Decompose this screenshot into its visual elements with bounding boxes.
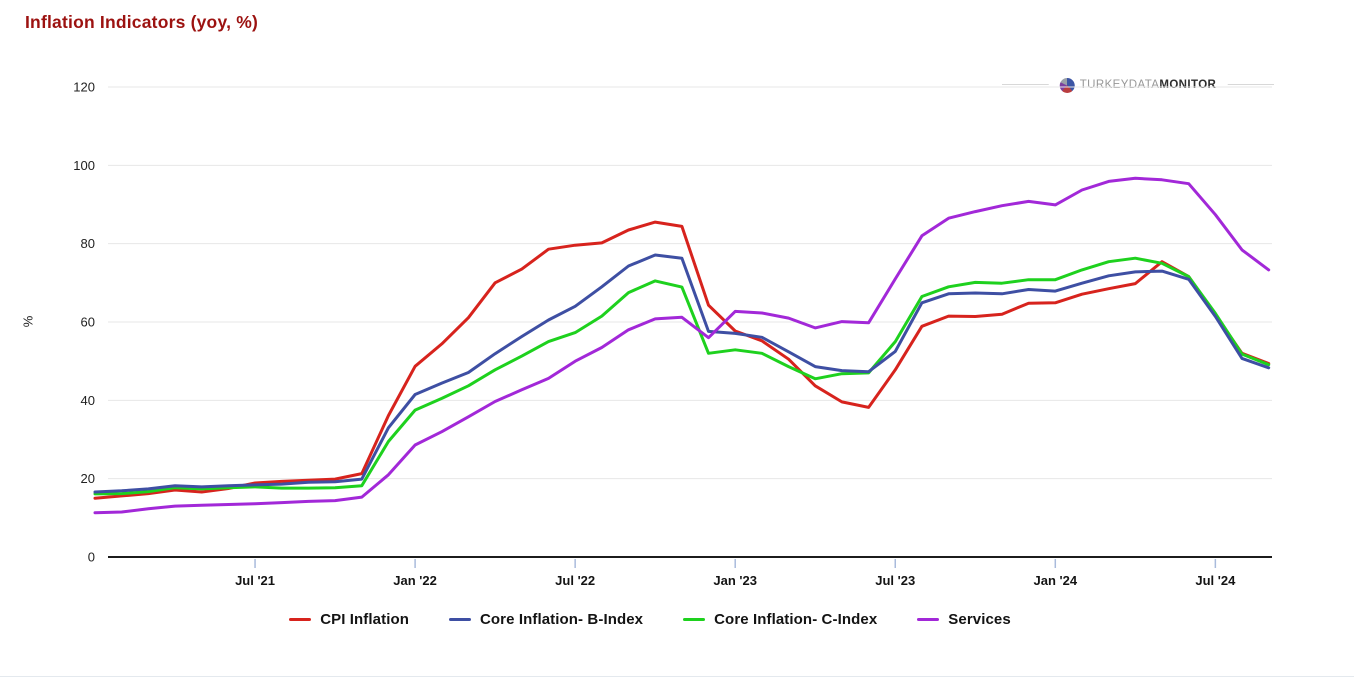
svg-text:100: 100 xyxy=(73,158,95,173)
legend-item-core-b: Core Inflation- B-Index xyxy=(448,611,644,628)
svg-text:40: 40 xyxy=(81,393,95,408)
page-title: Inflation Indicators (yoy, %) xyxy=(25,12,258,32)
svg-text:0: 0 xyxy=(88,550,95,565)
svg-text:20: 20 xyxy=(81,471,95,486)
services-line-swatch xyxy=(917,617,940,622)
brand-part-turkey: TURKEY xyxy=(1079,79,1129,91)
brand-name: TURKEYDATAMONITOR xyxy=(1080,79,1217,91)
cpi-line-swatch xyxy=(289,617,312,622)
svg-text:80: 80 xyxy=(81,236,95,251)
brand-logo: TURKEYDATAMONITOR xyxy=(1002,76,1274,94)
series-line-4 xyxy=(93,176,1271,515)
svg-text:Jan '23: Jan '23 xyxy=(713,573,757,588)
svg-text:60: 60 xyxy=(81,315,95,330)
svg-text:Jul '21: Jul '21 xyxy=(235,573,275,588)
y-axis-labels: 0 20 40 60 80 100 120 xyxy=(73,80,95,565)
series-line-1 xyxy=(93,220,1271,500)
series-line-2 xyxy=(93,253,1271,494)
svg-text:Jan '24: Jan '24 xyxy=(1034,573,1078,588)
svg-text:Jul '23: Jul '23 xyxy=(875,573,915,588)
legend-item-cpi: CPI Inflation xyxy=(289,611,409,628)
svg-text:Jan '22: Jan '22 xyxy=(393,573,437,588)
core-c-line-swatch xyxy=(683,617,706,622)
page-bottom-divider xyxy=(0,676,1354,677)
legend-label: Services xyxy=(948,611,1011,628)
svg-text:120: 120 xyxy=(73,80,95,95)
legend-label: Core Inflation- C-Index xyxy=(714,611,878,628)
brand-part-data: DATA xyxy=(1128,79,1160,91)
legend-item-core-c: Core Inflation- C-Index xyxy=(683,611,877,628)
core-b-line-swatch xyxy=(448,617,471,622)
legend-item-services: Services xyxy=(917,611,1011,628)
series-line-3 xyxy=(93,256,1271,496)
pie-chart-icon xyxy=(1059,77,1075,93)
chart-legend: CPI Inflation Core Inflation- B-Index Co… xyxy=(60,611,1240,628)
x-axis-ticks xyxy=(254,559,1217,568)
x-axis-labels: Jul '21 Jan '22 Jul '22 Jan '23 Jul '23 Jan '… xyxy=(235,573,1236,588)
brand-part-monitor: MONITOR xyxy=(1159,79,1217,91)
svg-text:Jul '24: Jul '24 xyxy=(1195,573,1236,588)
legend-label: CPI Inflation xyxy=(320,611,409,628)
svg-text:Jul '22: Jul '22 xyxy=(555,573,595,588)
legend-label: Core Inflation- B-Index xyxy=(479,611,644,628)
